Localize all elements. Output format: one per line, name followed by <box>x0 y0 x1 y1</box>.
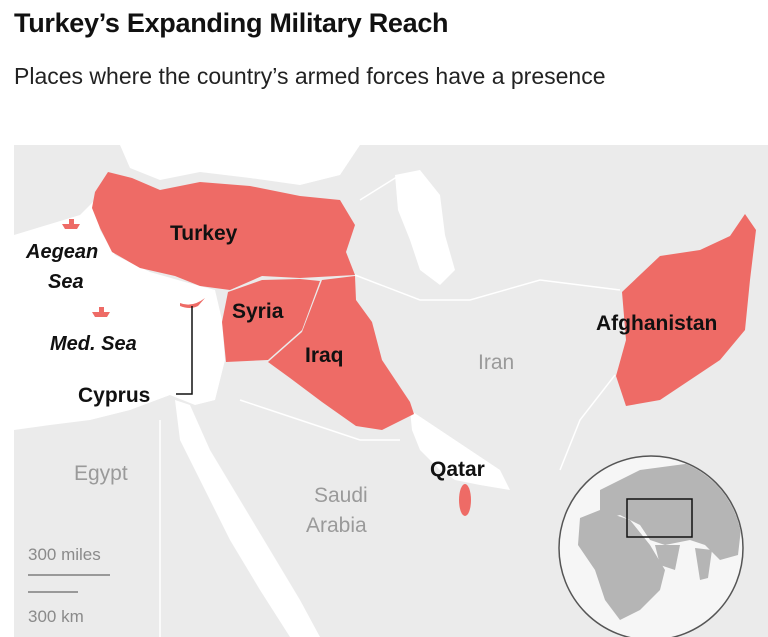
label-iran: Iran <box>478 351 514 374</box>
country-borders <box>159 174 621 637</box>
label-egypt: Egypt <box>74 462 128 485</box>
country-iraq[interactable] <box>268 276 414 430</box>
country-cyprus[interactable] <box>180 298 205 308</box>
red-sea <box>175 400 320 637</box>
country-qatar[interactable] <box>459 484 471 516</box>
ship-icon <box>92 307 110 317</box>
caspian-sea <box>395 170 455 285</box>
country-syria[interactable] <box>222 279 320 362</box>
label-turkey: Turkey <box>170 222 238 245</box>
label-iraq: Iraq <box>305 344 344 367</box>
label-med-sea: Med. Sea <box>50 333 137 355</box>
country-afghanistan[interactable] <box>616 214 756 406</box>
label-aegean-sea-2: Sea <box>48 271 84 293</box>
cyprus-leader-line <box>176 306 193 395</box>
label-saudi: Saudi <box>314 484 368 507</box>
globe-locator <box>558 455 744 637</box>
ship-icon <box>62 219 80 229</box>
label-syria: Syria <box>232 300 284 323</box>
label-arabia: Arabia <box>306 514 367 537</box>
label-aegean-sea: Aegean <box>25 241 98 263</box>
locator-box <box>626 498 693 538</box>
page-subtitle: Places where the country’s armed forces … <box>14 63 606 89</box>
page-title: Turkey’s Expanding Military Reach <box>14 8 449 38</box>
mediterranean-sea <box>14 200 225 430</box>
scale-bar: 300 miles 300 km <box>28 545 110 626</box>
scale-miles: 300 miles <box>28 545 101 564</box>
scale-km: 300 km <box>28 607 84 626</box>
label-afghanistan: Afghanistan <box>596 312 717 335</box>
black-sea <box>120 145 360 185</box>
label-qatar: Qatar <box>430 458 485 481</box>
country-turkey[interactable] <box>92 172 355 290</box>
label-cyprus: Cyprus <box>78 384 150 407</box>
persian-gulf <box>410 410 510 490</box>
